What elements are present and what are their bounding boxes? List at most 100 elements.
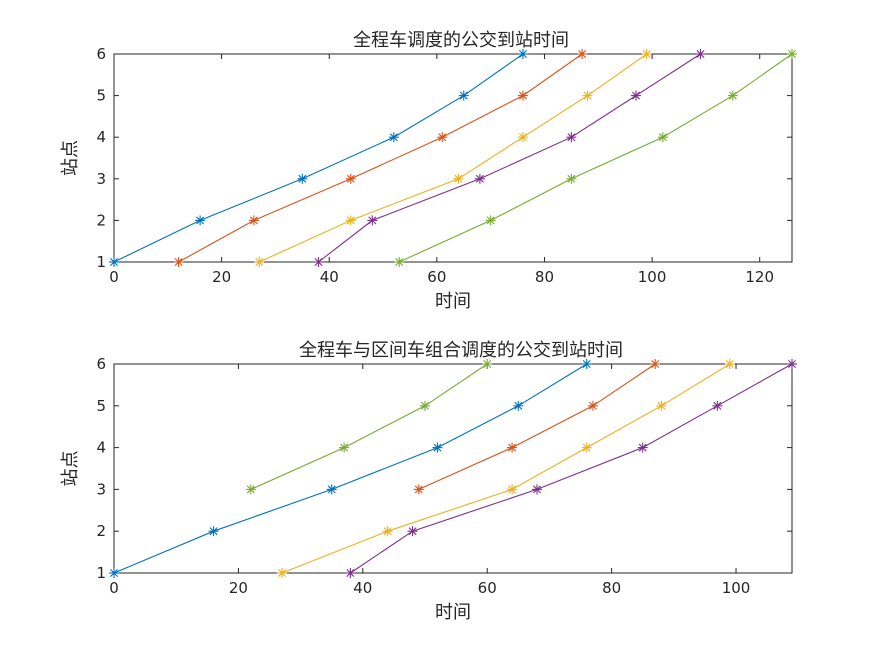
y-tick-label: 3 <box>96 170 106 188</box>
data-point-marker <box>432 442 443 453</box>
data-point-marker <box>581 359 592 369</box>
data-point-marker <box>787 49 797 59</box>
series-line <box>113 53 524 263</box>
series-1 <box>109 49 528 267</box>
x-tick-label: 40 <box>353 579 372 597</box>
data-point-marker <box>339 442 350 453</box>
series-line <box>318 53 701 263</box>
data-point-marker <box>388 132 399 143</box>
data-point-marker <box>245 484 256 495</box>
x-tick-label: 60 <box>427 268 446 286</box>
data-point-marker <box>656 400 667 411</box>
y-tick-label: 5 <box>96 397 106 415</box>
data-point-marker <box>577 49 588 59</box>
series-line <box>418 363 656 490</box>
chart-title: 全程车与区间车组合调度的公交到站时间 <box>299 340 623 361</box>
data-point-marker <box>276 568 287 578</box>
y-tick-label: 5 <box>96 87 106 105</box>
y-tick-label: 3 <box>96 480 106 498</box>
data-point-marker <box>581 442 592 453</box>
data-point-marker <box>367 215 378 226</box>
series-4 <box>345 359 797 578</box>
data-point-marker <box>254 257 265 267</box>
x-axis-label: 时间 <box>435 291 471 312</box>
data-point-marker <box>109 568 119 578</box>
data-point-marker <box>587 400 598 411</box>
series-5 <box>394 49 797 267</box>
y-tick-label: 2 <box>96 522 106 540</box>
x-tick-label: 100 <box>638 268 667 286</box>
series-line <box>398 53 793 263</box>
data-point-marker <box>582 90 593 101</box>
data-point-marker <box>566 173 577 184</box>
data-point-marker <box>394 257 405 267</box>
data-point-marker <box>517 49 528 59</box>
data-point-marker <box>453 173 464 184</box>
series-line <box>350 363 793 574</box>
y-tick-label: 6 <box>96 45 106 63</box>
data-point-marker <box>637 442 648 453</box>
x-tick-label: 80 <box>535 268 554 286</box>
series-5 <box>245 359 493 495</box>
y-axis-label: 站点 <box>60 451 81 487</box>
data-point-marker <box>513 400 524 411</box>
chart-title: 全程车调度的公交到站时间 <box>353 30 569 51</box>
data-point-marker <box>712 400 723 411</box>
data-point-marker <box>407 526 418 537</box>
y-tick-label: 6 <box>96 355 106 373</box>
x-tick-label: 40 <box>320 268 339 286</box>
y-tick-label: 4 <box>96 439 106 457</box>
data-point-marker <box>326 484 337 495</box>
data-point-marker <box>208 526 219 537</box>
data-point-marker <box>437 132 448 143</box>
data-point-marker <box>507 442 518 453</box>
data-point-marker <box>345 568 356 578</box>
x-tick-label: 100 <box>722 579 751 597</box>
series-line <box>259 53 648 263</box>
data-point-marker <box>657 132 668 143</box>
data-point-marker <box>630 90 641 101</box>
x-tick-label: 0 <box>109 579 119 597</box>
data-point-marker <box>727 90 738 101</box>
data-point-marker <box>787 359 797 369</box>
series-3 <box>276 359 735 578</box>
data-point-marker <box>173 257 184 267</box>
data-point-marker <box>195 215 206 226</box>
data-point-marker <box>109 257 119 267</box>
data-point-marker <box>531 484 542 495</box>
axes-frame <box>113 363 793 574</box>
data-point-marker <box>248 215 259 226</box>
series-line <box>250 363 488 490</box>
axes-frame <box>113 53 793 263</box>
y-tick-label: 1 <box>96 253 106 271</box>
data-point-marker <box>313 257 324 267</box>
x-tick-label: 120 <box>745 268 774 286</box>
series-4 <box>313 49 706 267</box>
data-point-marker <box>458 90 469 101</box>
y-tick-label: 2 <box>96 211 106 229</box>
series-line <box>281 363 731 574</box>
x-tick-label: 60 <box>478 579 497 597</box>
series-line <box>113 363 588 574</box>
data-point-marker <box>695 49 706 59</box>
y-tick-label: 4 <box>96 128 106 146</box>
x-tick-label: 20 <box>229 579 248 597</box>
x-tick-label: 20 <box>212 268 231 286</box>
data-point-marker <box>566 132 577 143</box>
y-axis-label: 站点 <box>60 140 81 176</box>
data-point-marker <box>724 359 735 369</box>
x-tick-label: 0 <box>109 268 119 286</box>
data-point-marker <box>297 173 308 184</box>
data-point-marker <box>345 215 356 226</box>
x-tick-label: 80 <box>602 579 621 597</box>
data-point-marker <box>507 484 518 495</box>
data-point-marker <box>420 400 431 411</box>
data-point-marker <box>382 526 393 537</box>
y-tick-label: 1 <box>96 564 106 582</box>
data-point-marker <box>650 359 661 369</box>
data-point-marker <box>517 132 528 143</box>
data-point-marker <box>517 90 528 101</box>
data-point-marker <box>482 359 493 369</box>
